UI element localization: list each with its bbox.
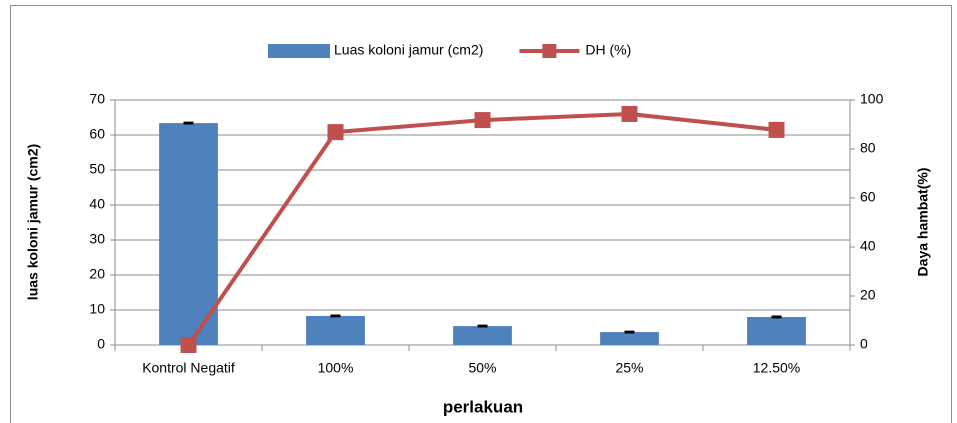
y-tick-label: 20 [89, 266, 105, 282]
y-tick-label: 50 [89, 161, 105, 177]
error-bar [477, 324, 488, 328]
y-tick-label: 0 [97, 336, 105, 352]
legend-label: DH (%) [585, 42, 631, 58]
x-tick-label: 100% [318, 360, 354, 376]
error-bar [183, 121, 194, 125]
line-marker [621, 105, 638, 122]
y-tick-label: 70 [89, 91, 105, 107]
y-tick-label: 40 [89, 196, 105, 212]
y2-axis-label: Daya hambat(%) [915, 168, 931, 277]
bar [747, 317, 806, 345]
y2-tick-label: 80 [860, 140, 876, 156]
y-tick-label: 60 [89, 126, 105, 142]
error-bar [624, 330, 635, 334]
x-tick-label: 50% [468, 360, 496, 376]
bar [159, 123, 218, 345]
y-tick-label: 30 [89, 231, 105, 247]
y-tick-label: 10 [89, 301, 105, 317]
bar [306, 315, 365, 345]
x-tick-label: 12.50% [753, 360, 800, 376]
error-bar [330, 314, 341, 318]
legend-swatch [268, 44, 330, 58]
legend-swatch [542, 44, 557, 58]
line-marker [180, 337, 197, 353]
legend-label: Luas koloni jamur (cm2) [334, 42, 483, 58]
y2-tick-label: 40 [860, 238, 876, 254]
y2-tick-label: 60 [860, 189, 876, 205]
y-axis-label: luas koloni jamur (cm2) [25, 144, 41, 300]
y2-tick-label: 100 [860, 91, 884, 107]
x-tick-label: Kontrol Negatif [142, 360, 235, 376]
line-marker [768, 121, 785, 138]
y2-tick-label: 0 [860, 336, 868, 352]
line-marker [474, 112, 491, 129]
error-bar [771, 315, 782, 319]
x-tick-label: 25% [615, 360, 643, 376]
y2-tick-label: 20 [860, 287, 876, 303]
line-marker [327, 124, 344, 141]
x-axis-label: perlakuan [443, 397, 523, 416]
bar [600, 332, 659, 345]
bar [453, 326, 512, 345]
